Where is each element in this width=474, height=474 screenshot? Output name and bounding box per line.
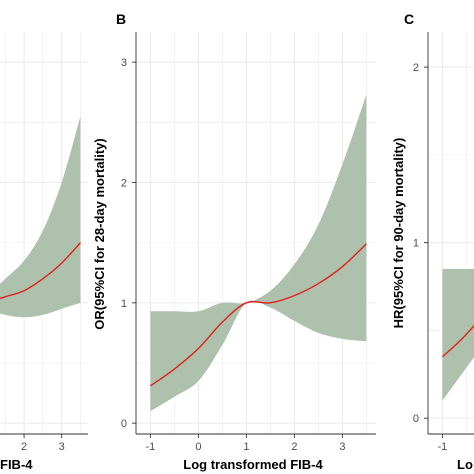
panel-c: -1 0 1 2 <box>413 32 474 453</box>
y-axis-title-c: HR(95%CI for 90-day mortality) <box>391 138 406 329</box>
axes-c: -1 0 1 2 <box>413 32 474 453</box>
plot-area-b <box>136 32 376 434</box>
estimate-curve <box>0 242 81 300</box>
y-tick-label: 1 <box>121 298 127 310</box>
x-tick-label: -1 <box>438 441 448 453</box>
x-tick-label: 1 <box>243 441 249 453</box>
x-tick-label: 0 <box>195 441 201 453</box>
estimate-curve <box>441 324 474 358</box>
x-tick-label: 3 <box>59 441 65 453</box>
y-tick-label: 2 <box>413 62 419 74</box>
y-tick-label: 0 <box>121 418 127 430</box>
ci-band <box>0 116 81 318</box>
plot-area-a <box>0 32 88 434</box>
y-tick-label: 0 <box>413 413 419 425</box>
x-axis-title-b: Log transformed FIB-4 <box>183 457 323 472</box>
panel-b: -1 0 1 2 3 0 1 2 3 <box>121 32 376 453</box>
plot-area-c <box>428 32 474 434</box>
y-axis-title-b: OR(95%CI for 28-day mortality) <box>92 138 107 329</box>
y-tick-label: 1 <box>413 238 419 250</box>
x-axis-title-c: Lo <box>457 457 473 472</box>
axes-b: -1 0 1 2 3 0 1 2 3 <box>121 32 376 453</box>
ci-band <box>150 94 367 412</box>
x-axis-title-a: FIB-4 <box>0 457 33 472</box>
x-tick-label: 2 <box>21 441 27 453</box>
x-tick-label: -1 <box>146 441 156 453</box>
y-tick-label: 3 <box>121 57 127 69</box>
estimate-curve <box>149 243 367 387</box>
panel-letter-b: B <box>116 11 126 27</box>
y-tick-label: 2 <box>121 177 127 189</box>
x-tick-label: 2 <box>291 441 297 453</box>
panel-letter-c: C <box>404 11 414 27</box>
x-tick-label: 3 <box>339 441 345 453</box>
ci-band <box>442 268 474 401</box>
